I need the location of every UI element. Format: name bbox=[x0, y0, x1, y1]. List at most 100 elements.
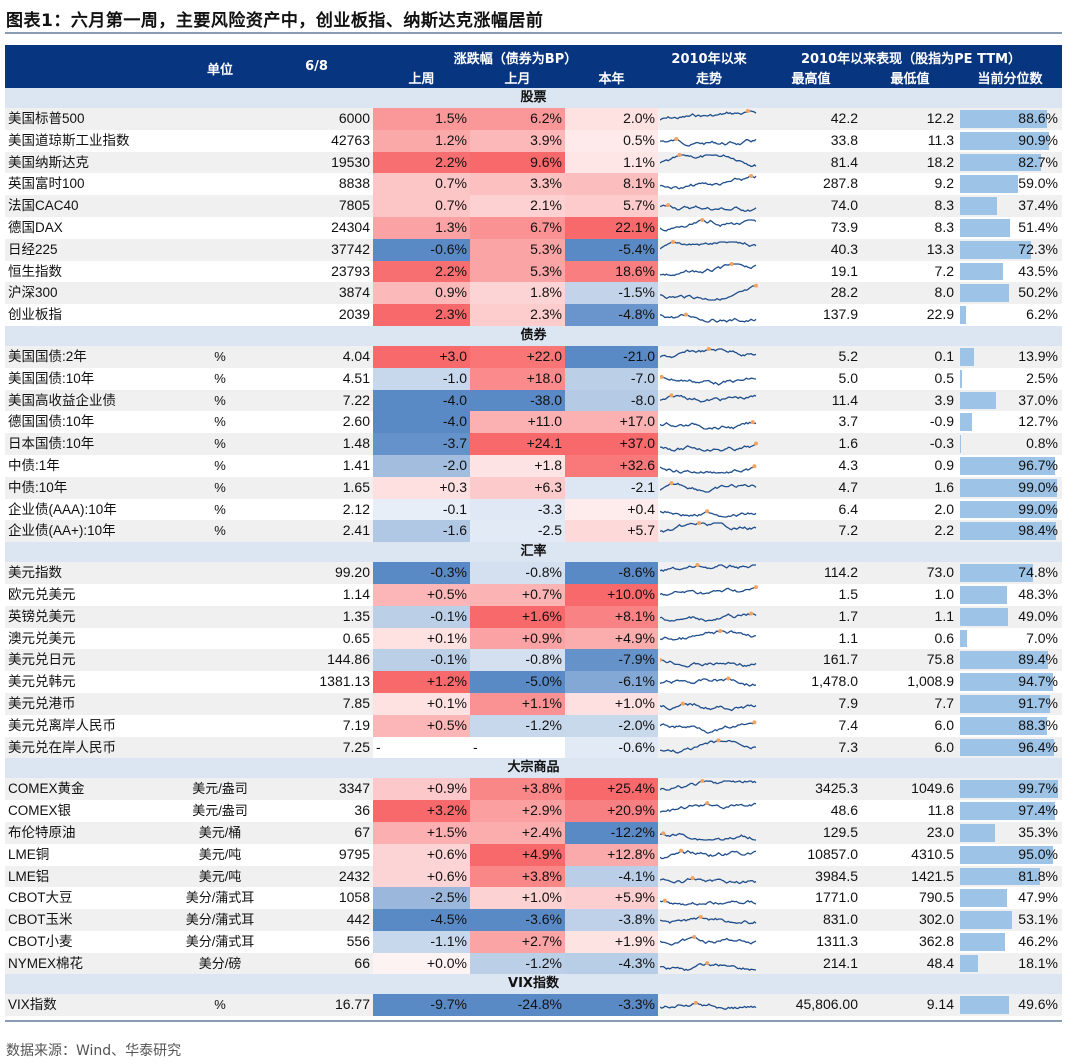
cell-wk: 0.9% bbox=[373, 282, 470, 305]
cell-lo: 8.3 bbox=[934, 218, 954, 235]
header-week: 上周 bbox=[408, 72, 435, 87]
percentile-bar bbox=[960, 954, 978, 973]
cell-unit bbox=[180, 239, 260, 261]
sparkline-line bbox=[660, 677, 757, 687]
header-date: 6/8 bbox=[305, 59, 328, 74]
cell-wk: +0.6% bbox=[373, 843, 470, 866]
table-row: 沪深300 3874 0.9% 1.8% -1.5% 28.2 8.0 50.2% bbox=[5, 282, 1062, 305]
sparkline-marker bbox=[705, 508, 710, 513]
cell-val: 36 bbox=[354, 802, 370, 819]
cell-hi: 81.4 bbox=[830, 153, 858, 170]
cell-hi: 11.4 bbox=[831, 391, 858, 408]
cell-wk: +3.2% bbox=[373, 800, 470, 822]
percentile-value: 81.8% bbox=[1018, 867, 1058, 884]
cell-unit: 美元/吨 bbox=[198, 868, 242, 884]
sparkline-marker bbox=[754, 441, 758, 446]
cell-unit bbox=[180, 195, 260, 217]
cell-ytd: -2.0% bbox=[565, 714, 658, 737]
sparkline-marker bbox=[749, 174, 754, 179]
cell-unit bbox=[180, 671, 260, 693]
cell-hi: 4.3 bbox=[838, 456, 858, 473]
cell-val: 23793 bbox=[331, 262, 370, 279]
cell-unit: % bbox=[214, 414, 226, 430]
percentile-bar bbox=[960, 607, 1009, 626]
cell-val: 1.48 bbox=[342, 435, 370, 452]
sparkline-line bbox=[660, 421, 757, 431]
sparkline-line bbox=[660, 394, 757, 403]
percentile-value: 43.5% bbox=[1018, 262, 1058, 279]
cell-mo: +18.0 bbox=[470, 367, 565, 390]
percentile-bar bbox=[960, 802, 1056, 820]
cell-unit bbox=[180, 693, 260, 715]
table-row: 日经225 37742 -0.6% 5.3% -5.4% 40.3 13.3 72.3% bbox=[5, 238, 1062, 261]
trend-sparkline bbox=[658, 778, 760, 800]
cell-pct: 88.3% bbox=[958, 715, 1062, 737]
sparkline-marker bbox=[754, 585, 758, 590]
cell-pct: 7.0% bbox=[958, 628, 1062, 650]
cell-hi: 1.5 bbox=[838, 585, 858, 602]
cell-ytd: +4.9% bbox=[565, 627, 658, 650]
table-header: 单位 6/8 涨跌幅（债券为BP） 上周 上月 本年 2010年以来 走势 20… bbox=[5, 45, 1062, 88]
cell-mo: +2.9% bbox=[470, 800, 565, 822]
percentile-bar bbox=[960, 284, 1010, 303]
percentile-bar bbox=[960, 240, 1031, 259]
table-row: 美元兑离岸人民币 7.19 +0.5% -1.2% -2.0% 7.4 6.0 88.3% bbox=[5, 714, 1062, 737]
cell-wk: +0.5% bbox=[373, 583, 470, 606]
cell-unit: % bbox=[214, 997, 226, 1013]
cell-lo: 4310.5 bbox=[911, 845, 954, 862]
table-row: CBOT玉米 美分/蒲式耳 442 -4.5% -3.6% -3.8% 831.0 302.0… bbox=[5, 909, 1062, 931]
percentile-value: 94.7% bbox=[1018, 673, 1058, 690]
cell-lo: 1049.6 bbox=[911, 780, 954, 797]
trend-sparkline bbox=[658, 606, 760, 628]
cell-hi: 214.1 bbox=[822, 954, 858, 971]
cell-ytd: +10.0% bbox=[565, 583, 658, 606]
sparkline-line bbox=[660, 138, 757, 147]
cell-wk: -0.3% bbox=[373, 562, 470, 584]
cell-mo: -38.0 bbox=[470, 389, 565, 412]
percentile-bar bbox=[960, 673, 1053, 691]
percentile-bar bbox=[960, 823, 995, 842]
sparkline-line bbox=[660, 900, 757, 907]
sparkline-marker bbox=[674, 136, 679, 141]
trend-sparkline bbox=[658, 390, 760, 412]
table-row: 美国纳斯达克 19530 2.2% 9.6% 1.1% 81.4 18.2 82.7% bbox=[5, 151, 1062, 174]
cell-pct: 12.7% bbox=[958, 411, 1062, 433]
cell-name: 中债:1年 bbox=[8, 457, 60, 473]
cell-mo: +1.0% bbox=[470, 887, 565, 910]
cell-name: 英镑兑美元 bbox=[8, 608, 76, 624]
table-row: 恒生指数 23793 2.2% 5.3% 18.6% 19.1 7.2 43.5% bbox=[5, 260, 1062, 283]
header-percentile: 当前分位数 bbox=[977, 72, 1043, 87]
cell-hi: 1771.0 bbox=[815, 889, 858, 906]
sparkline-line bbox=[660, 443, 757, 452]
percentile-bar bbox=[960, 391, 997, 410]
cell-unit bbox=[180, 737, 260, 759]
percentile-value: 90.9% bbox=[1018, 131, 1058, 148]
cell-wk: +0.9% bbox=[373, 778, 470, 801]
cell-hi: 3425.3 bbox=[815, 780, 858, 797]
section-header-0: 股票 bbox=[5, 88, 1062, 108]
cell-name: 美国国债:10年 bbox=[8, 370, 95, 386]
cell-lo: 1421.5 bbox=[911, 867, 954, 884]
cell-unit: % bbox=[214, 479, 226, 495]
cell-lo: 6.0 bbox=[934, 738, 954, 755]
sparkline-marker bbox=[679, 848, 684, 853]
cell-ytd: -7.0 bbox=[565, 367, 658, 390]
cell-mo: 9.6% bbox=[470, 151, 565, 174]
cell-pct: 0.8% bbox=[958, 433, 1062, 455]
cell-hi: 7.2 bbox=[838, 522, 858, 539]
cell-hi: 73.9 bbox=[830, 218, 858, 235]
cell-hi: 287.8 bbox=[822, 175, 858, 192]
trend-sparkline bbox=[658, 130, 760, 152]
cell-pct: 81.8% bbox=[958, 866, 1062, 888]
cell-pct: 37.4% bbox=[958, 195, 1062, 217]
cell-val: 2.60 bbox=[342, 413, 370, 430]
table-row: CBOT小麦 美分/蒲式耳 556 -1.1% +2.7% +1.9% 1311.3 362.… bbox=[5, 930, 1062, 953]
cell-hi: 1311.3 bbox=[816, 932, 858, 949]
cell-ytd: 5.7% bbox=[565, 195, 658, 217]
cell-pct: 2.5% bbox=[958, 368, 1062, 390]
cell-mo: +1.8 bbox=[470, 454, 565, 477]
cell-name: 澳元兑美元 bbox=[8, 630, 76, 646]
cell-hi: 114.2 bbox=[824, 564, 858, 581]
cell-name: CBOT玉米 bbox=[8, 912, 73, 928]
cell-wk: +0.3 bbox=[373, 476, 470, 499]
